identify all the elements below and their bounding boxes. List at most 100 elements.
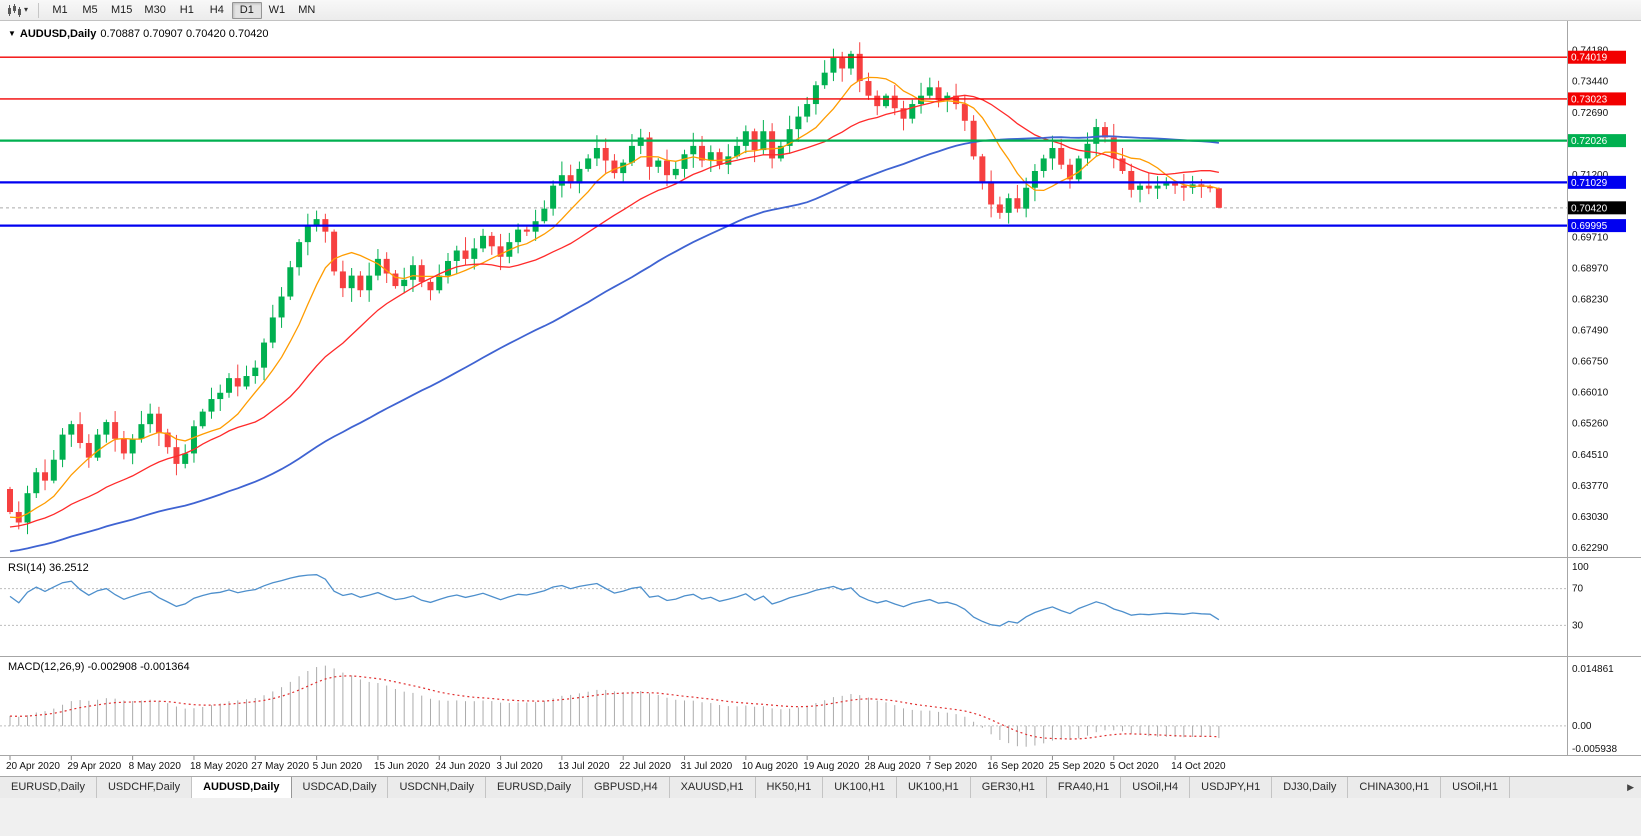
chart-type-dropdown-caret[interactable]: ▾ <box>24 5 29 14</box>
chart-tab-eurusd-daily[interactable]: EURUSD,Daily <box>0 777 97 798</box>
svg-text:0.68970: 0.68970 <box>1572 263 1609 274</box>
chart-tab-fra40-h1[interactable]: FRA40,H1 <box>1047 777 1122 798</box>
chart-tab-usdchf-daily[interactable]: USDCHF,Daily <box>97 777 193 798</box>
chart-tab-ger30-h1[interactable]: GER30,H1 <box>971 777 1047 798</box>
svg-text:0.014861: 0.014861 <box>1572 664 1614 675</box>
svg-text:7 Sep 2020: 7 Sep 2020 <box>926 761 978 772</box>
chart-tab-hk50-h1[interactable]: HK50,H1 <box>756 777 824 798</box>
timeframe-mn[interactable]: MN <box>298 3 316 16</box>
rsi-indicator-label: RSI(14) 36.2512 <box>8 562 89 574</box>
toolbar-separator <box>38 2 40 18</box>
timeframe-m5[interactable]: M5 <box>82 3 98 16</box>
timeframe-d1[interactable]: D1 <box>231 1 262 19</box>
candlestick-series <box>7 42 1222 535</box>
chart-tab-china300-h1[interactable]: CHINA300,H1 <box>1348 777 1442 798</box>
svg-text:0.62290: 0.62290 <box>1572 543 1609 554</box>
ma-fast-line <box>9 76 1220 519</box>
rsi-value: 36.2512 <box>48 562 89 574</box>
svg-text:0.66010: 0.66010 <box>1572 387 1609 398</box>
svg-text:27 May 2020: 27 May 2020 <box>251 761 309 772</box>
svg-text:13 Jul 2020: 13 Jul 2020 <box>558 761 610 772</box>
timeframe-h1[interactable]: H1 <box>179 3 194 16</box>
chart-context-marker-icon[interactable]: ▼ <box>8 29 16 38</box>
svg-text:0.73023: 0.73023 <box>1571 94 1608 105</box>
svg-text:0.63770: 0.63770 <box>1572 481 1609 492</box>
svg-text:0.65260: 0.65260 <box>1572 419 1609 430</box>
svg-text:24 Jun 2020: 24 Jun 2020 <box>435 761 490 772</box>
chart-tab-dj30-daily[interactable]: DJ30,Daily <box>1272 777 1349 798</box>
chart-tab-xauusd-h1[interactable]: XAUUSD,H1 <box>670 777 756 798</box>
svg-text:3 Jul 2020: 3 Jul 2020 <box>497 761 544 772</box>
macd-name: MACD(12,26,9) <box>8 661 85 673</box>
timeframe-w1[interactable]: W1 <box>268 3 286 16</box>
price-axis-labels: 0.74019 0.73023 0.72026 0.71029 0.69995 0.704… <box>1568 50 1626 233</box>
ma-mid-line <box>9 94 1220 528</box>
timeframes-toolbar: ▾ M1 M5 M15 M30 H1 H4 D1 W1 MN <box>0 0 1641 21</box>
svg-text:0.71200: 0.71200 <box>1572 170 1609 181</box>
time-axis[interactable]: 20 Apr 2020 29 Apr 2020 8 May 2020 18 May 2… <box>6 756 1226 772</box>
svg-text:0.69995: 0.69995 <box>1571 221 1608 232</box>
svg-text:19 Aug 2020: 19 Aug 2020 <box>803 761 860 772</box>
chart-type-button[interactable]: ▾ <box>3 3 32 18</box>
timeframe-m1[interactable]: M1 <box>52 3 68 16</box>
svg-text:18 May 2020: 18 May 2020 <box>190 761 248 772</box>
candlestick-chart-icon <box>8 3 21 17</box>
svg-text:0.00: 0.00 <box>1572 721 1592 732</box>
moving-averages <box>9 76 1220 553</box>
chart-tab-eurusd-daily[interactable]: EURUSD,Daily <box>486 777 583 798</box>
chart-tab-bar: EURUSD,Daily USDCHF,Daily AUDUSD,Daily USDC… <box>0 776 1641 798</box>
timeframe-m15[interactable]: M15 <box>111 3 133 16</box>
svg-text:100: 100 <box>1572 562 1589 573</box>
chart-tab-uk100-h1[interactable]: UK100,H1 <box>897 777 971 798</box>
svg-text:8 May 2020: 8 May 2020 <box>129 761 182 772</box>
macd-pane: 0.014861 0.00 -0.005938 <box>0 664 1617 755</box>
timeframe-h4[interactable]: H4 <box>209 3 224 16</box>
price-axis[interactable]: 0.741800.734400.726900.719500.712000.704… <box>1572 45 1609 554</box>
svg-text:28 Aug 2020: 28 Aug 2020 <box>864 761 921 772</box>
tab-scroll-right-icon[interactable]: ▶ <box>1623 777 1638 798</box>
svg-text:70: 70 <box>1572 584 1584 595</box>
chart-tab-audusd-daily[interactable]: AUDUSD,Daily <box>192 777 292 798</box>
svg-text:0.72690: 0.72690 <box>1572 108 1609 119</box>
svg-text:29 Apr 2020: 29 Apr 2020 <box>67 761 121 772</box>
svg-text:16 Sep 2020: 16 Sep 2020 <box>987 761 1044 772</box>
svg-text:30: 30 <box>1572 620 1584 631</box>
macd-value: -0.002908 -0.001364 <box>87 661 190 673</box>
svg-text:14 Oct 2020: 14 Oct 2020 <box>1171 761 1226 772</box>
svg-text:0.70420: 0.70420 <box>1571 203 1608 214</box>
chart-tab-usoil-h4[interactable]: USOil,H4 <box>1121 777 1191 798</box>
chart-tab-uk100-h1[interactable]: UK100,H1 <box>823 777 897 798</box>
horizontal-level-lines[interactable] <box>0 56 1567 227</box>
svg-text:-0.005938: -0.005938 <box>1572 744 1617 755</box>
chart-tab-usdjpy-h1[interactable]: USDJPY,H1 <box>1190 777 1273 798</box>
chart-tab-usoil-h1[interactable]: USOil,H1 <box>1441 777 1510 798</box>
chart-tab-usdcad-daily[interactable]: USDCAD,Daily <box>292 777 389 798</box>
svg-text:0.72026: 0.72026 <box>1571 136 1608 147</box>
svg-text:0.66750: 0.66750 <box>1572 356 1609 367</box>
chart-area[interactable]: 0.741800.734400.726900.719500.712000.704… <box>0 21 1641 776</box>
ma-slow-line <box>9 135 1220 553</box>
chart-tab-gbpusd-h4[interactable]: GBPUSD,H4 <box>583 777 670 798</box>
svg-text:0.71029: 0.71029 <box>1571 178 1608 189</box>
chart-tab-usdcnh-daily[interactable]: USDCNH,Daily <box>388 777 487 798</box>
svg-text:0.64510: 0.64510 <box>1572 450 1609 461</box>
timeframe-button-group: M1 M5 M15 M30 H1 H4 D1 W1 MN <box>45 1 322 19</box>
chart-ohlc-values: 0.70887 0.70907 0.70420 0.70420 <box>100 28 269 40</box>
svg-text:0.73440: 0.73440 <box>1572 76 1609 87</box>
price-chart-canvas[interactable]: 0.741800.734400.726900.719500.712000.704… <box>0 21 1641 776</box>
svg-text:15 Jun 2020: 15 Jun 2020 <box>374 761 429 772</box>
svg-text:0.67490: 0.67490 <box>1572 325 1609 336</box>
svg-text:5 Jun 2020: 5 Jun 2020 <box>313 761 363 772</box>
chart-title: ▼ AUDUSD,Daily 0.70887 0.70907 0.70420 0.7… <box>8 28 269 40</box>
svg-text:10 Aug 2020: 10 Aug 2020 <box>742 761 799 772</box>
svg-text:0.69710: 0.69710 <box>1572 233 1609 244</box>
svg-text:25 Sep 2020: 25 Sep 2020 <box>1048 761 1105 772</box>
svg-text:5 Oct 2020: 5 Oct 2020 <box>1110 761 1159 772</box>
macd-indicator-label: MACD(12,26,9) -0.002908 -0.001364 <box>8 661 190 673</box>
bottom-spacer <box>0 798 1641 836</box>
timeframe-m30[interactable]: M30 <box>144 3 166 16</box>
svg-text:0.68230: 0.68230 <box>1572 294 1609 305</box>
rsi-name: RSI(14) <box>8 562 46 574</box>
svg-text:0.74019: 0.74019 <box>1571 53 1608 64</box>
